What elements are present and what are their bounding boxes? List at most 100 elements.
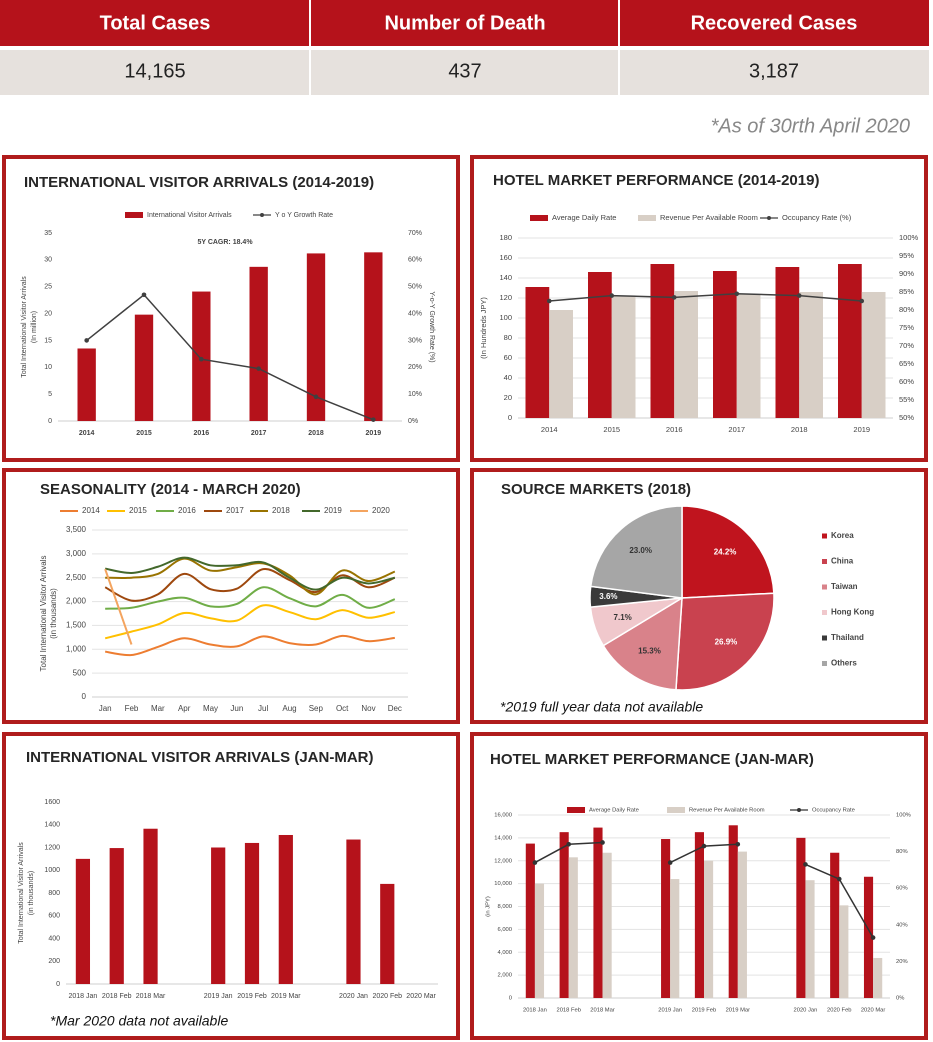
y-tick-label: 1,500 bbox=[66, 621, 87, 630]
x-tick-label: 2019 Mar bbox=[271, 993, 301, 1000]
x-tick-label: 2018 Jan bbox=[523, 1008, 547, 1014]
bar bbox=[737, 851, 747, 998]
data-label: 15.3% bbox=[638, 647, 661, 656]
marker bbox=[836, 876, 842, 882]
y2-tick-label: 10% bbox=[408, 391, 422, 398]
panel bbox=[2, 155, 460, 462]
legend-swatch bbox=[822, 559, 827, 564]
line bbox=[86, 293, 374, 421]
x-tick-label: 2015 bbox=[136, 430, 152, 437]
x-tick-label: 2017 bbox=[728, 425, 745, 434]
legend-label: 2019 bbox=[324, 506, 342, 515]
x-tick-label: 2015 bbox=[603, 425, 620, 434]
legend-label: Revenue Per Available Room bbox=[660, 213, 758, 222]
y-tick-label: 140 bbox=[499, 273, 512, 282]
bar bbox=[134, 314, 154, 421]
x-tick-label: Jan bbox=[99, 704, 112, 713]
y-tick-label: 10,000 bbox=[494, 881, 512, 887]
header-cell bbox=[620, 0, 929, 46]
marker bbox=[566, 841, 572, 847]
y2-tick-label: 70% bbox=[408, 230, 422, 237]
bar bbox=[364, 252, 383, 421]
y2-tick-label: 60% bbox=[899, 377, 914, 386]
legend-label: Hong Kong bbox=[831, 608, 874, 617]
x-tick-label: 2020 Feb bbox=[372, 993, 402, 1000]
y-axis-label: (in thousands) bbox=[28, 871, 35, 915]
x-tick-label: 2018 Feb bbox=[556, 1008, 581, 1014]
legend-label: 2016 bbox=[178, 506, 196, 515]
x-tick-label: 2019 bbox=[853, 425, 870, 434]
y-tick-label: 2,000 bbox=[66, 597, 87, 606]
marker bbox=[84, 338, 89, 343]
line bbox=[105, 586, 396, 610]
y-tick-label: 600 bbox=[48, 913, 60, 920]
legend-swatch bbox=[638, 215, 656, 221]
y-tick-label: 80 bbox=[504, 333, 512, 342]
legend-swatch bbox=[822, 610, 827, 615]
x-tick-label: 2014 bbox=[541, 425, 558, 434]
y2-tick-label: 75% bbox=[899, 323, 914, 332]
legend-swatch bbox=[530, 215, 548, 221]
bar bbox=[559, 832, 569, 998]
value-text: 3,187 bbox=[749, 60, 799, 82]
y2-tick-label: 80% bbox=[899, 305, 914, 314]
panel bbox=[2, 468, 460, 724]
x-tick-label: 2018 bbox=[308, 430, 324, 437]
y-tick-label: 15 bbox=[44, 337, 52, 344]
y-tick-label: 200 bbox=[48, 958, 60, 965]
bar bbox=[805, 880, 815, 998]
marker bbox=[141, 292, 147, 298]
line bbox=[104, 568, 133, 645]
marker bbox=[667, 860, 673, 865]
bar bbox=[588, 272, 612, 418]
line bbox=[104, 568, 396, 602]
y2-tick-label: 20% bbox=[408, 364, 422, 371]
marker bbox=[859, 298, 865, 304]
x-tick-label: 2019 bbox=[366, 430, 382, 437]
bar bbox=[728, 825, 738, 998]
x-tick-label: 2019 Mar bbox=[726, 1008, 751, 1014]
x-tick-label: 2020 Jan bbox=[339, 993, 368, 1000]
line bbox=[105, 634, 395, 657]
bar bbox=[278, 834, 293, 984]
pie-slice bbox=[589, 505, 683, 599]
y-tick-label: 2,500 bbox=[66, 573, 87, 582]
y2-axis-label: Y-o-Y Growth Rate (%) bbox=[428, 291, 435, 362]
bar bbox=[602, 852, 612, 998]
y-tick-label: 0 bbox=[56, 981, 60, 988]
y-tick-label: 1000 bbox=[44, 867, 60, 874]
x-tick-label: Dec bbox=[388, 704, 402, 713]
legend-marker bbox=[260, 213, 264, 217]
y2-tick-label: 70% bbox=[899, 341, 914, 350]
y-tick-label: 160 bbox=[499, 253, 512, 262]
y-tick-label: 20 bbox=[44, 310, 52, 317]
bar bbox=[244, 842, 260, 984]
y-tick-label: 6,000 bbox=[497, 927, 512, 933]
header-text: Number of Death bbox=[384, 12, 545, 34]
y-tick-label: 14,000 bbox=[494, 835, 512, 841]
legend-swatch bbox=[822, 584, 827, 590]
note: *As of 30rth April 2020 bbox=[711, 115, 910, 137]
legend-label: Occupancy Rate bbox=[812, 808, 855, 814]
y2-tick-label: 80% bbox=[896, 849, 908, 855]
bar bbox=[77, 348, 96, 421]
marker bbox=[796, 293, 802, 298]
y-tick-label: 1,000 bbox=[66, 644, 87, 653]
value-cell bbox=[620, 50, 929, 95]
bar bbox=[661, 839, 671, 998]
x-tick-label: Apr bbox=[178, 704, 191, 713]
bar bbox=[549, 310, 573, 418]
y-tick-label: 4,000 bbox=[497, 950, 512, 956]
x-tick-label: 2020 Mar bbox=[861, 1008, 886, 1014]
y2-tick-label: 95% bbox=[899, 251, 914, 260]
legend-label: 2014 bbox=[82, 506, 100, 515]
y-axis-label: Total International Visitor Arrivals bbox=[39, 556, 48, 672]
y2-tick-label: 0% bbox=[408, 418, 418, 425]
y-tick-label: 1400 bbox=[44, 822, 60, 829]
x-tick-label: Oct bbox=[336, 704, 349, 713]
annotation: 5Y CAGR: 18.4% bbox=[197, 239, 253, 246]
y-tick-label: 16,000 bbox=[494, 813, 512, 819]
y-tick-label: 120 bbox=[499, 293, 512, 302]
y2-tick-label: 100% bbox=[899, 233, 919, 242]
legend-label: Taiwan bbox=[831, 582, 858, 591]
